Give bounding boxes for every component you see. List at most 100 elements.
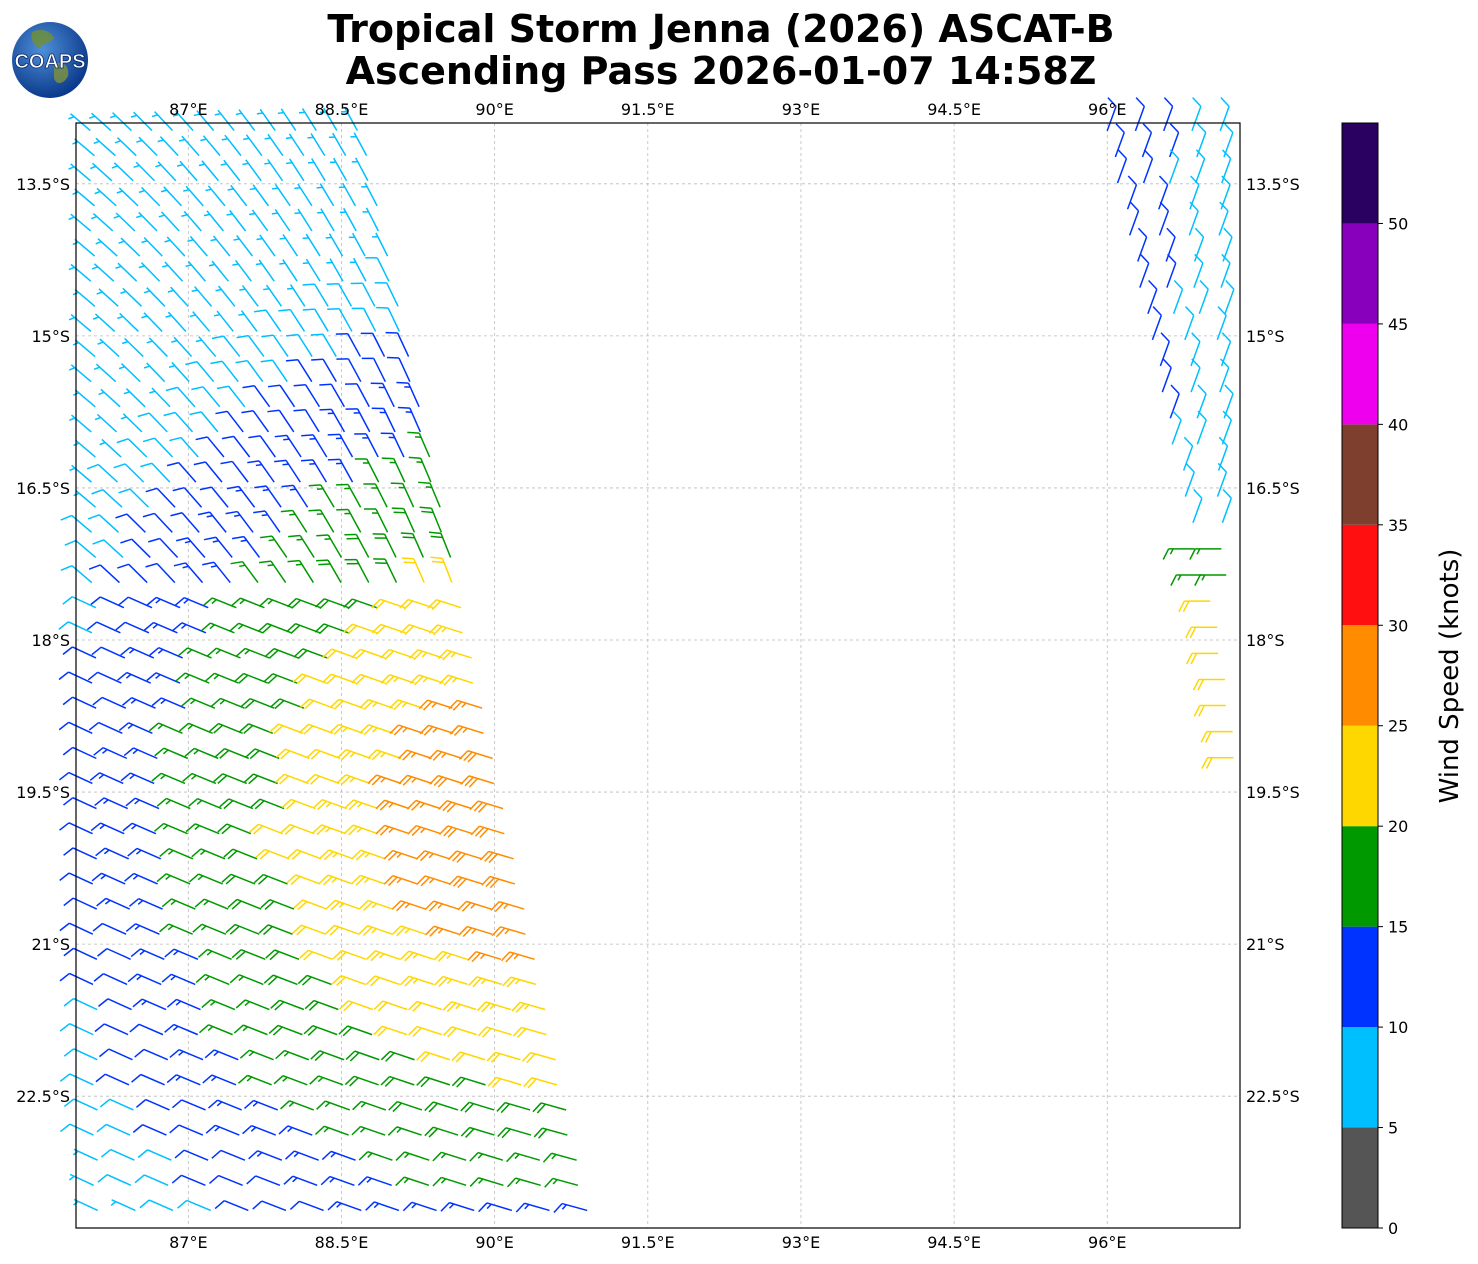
wind-barb [164, 1023, 199, 1036]
wind-barb [117, 671, 151, 684]
wind-barb [1221, 410, 1233, 445]
wind-barb [358, 1150, 393, 1161]
wind-barb [327, 433, 354, 458]
wind-barb [395, 1176, 430, 1187]
lon-tick-label-bottom: 88.5°E [315, 1233, 369, 1252]
wind-barb [93, 973, 128, 986]
wind-barb [146, 337, 168, 358]
wind-barb [235, 999, 270, 1011]
wind-barb [109, 112, 132, 132]
wind-barb [137, 412, 168, 433]
wind-barb [264, 647, 299, 659]
wind-barb [329, 723, 364, 735]
wind-barb [177, 647, 212, 659]
wind-barb [68, 113, 91, 132]
wind-barb [1139, 253, 1150, 288]
wind-barb [389, 724, 424, 736]
wind-barb [161, 898, 196, 910]
wind-barb [59, 922, 94, 935]
coaps-logo: COAPS [12, 22, 88, 98]
colorbar-tick-label: 5 [1388, 1119, 1398, 1138]
wind-barb [406, 799, 441, 811]
wind-barb [348, 232, 366, 257]
wind-barb [1159, 332, 1170, 367]
wind-barb [120, 772, 155, 785]
wind-barb [358, 924, 393, 937]
wind-barb [153, 822, 188, 835]
wind-barb [1128, 201, 1140, 236]
wind-barb [269, 723, 304, 735]
wind-barb [1114, 123, 1125, 158]
wind-barb [255, 848, 290, 860]
wind-barb [1168, 123, 1180, 158]
wind-barb [202, 561, 231, 584]
wind-barb [372, 533, 397, 558]
wind-barb [506, 1177, 541, 1188]
wind-barb [136, 211, 158, 232]
wind-barb [192, 923, 227, 935]
wind-barb [389, 699, 423, 711]
lat-tick-label-left: 18°S [31, 631, 70, 650]
wind-barb [199, 486, 229, 508]
colorbar-bin [1342, 725, 1378, 827]
wind-barb [469, 800, 504, 813]
wind-barb [59, 972, 94, 986]
wind-barb [244, 1099, 278, 1111]
wind-barb [94, 1023, 129, 1036]
wind-barb [127, 847, 162, 860]
wind-barb [312, 824, 347, 836]
wind-barb [98, 1048, 133, 1061]
wind-barb [363, 483, 388, 508]
wind-barb [308, 509, 335, 533]
wind-barb [1151, 306, 1163, 341]
wind-barb [416, 1076, 451, 1088]
wind-barb [1220, 253, 1231, 288]
wind-barb [163, 411, 194, 433]
wind-barb [204, 1049, 239, 1061]
wind-barb [88, 112, 112, 132]
wind-barb [257, 622, 292, 634]
wind-barb [118, 237, 141, 257]
wind-barb [63, 947, 98, 960]
wind-barb [327, 307, 353, 332]
wind-barb [232, 260, 252, 282]
lon-tick-label-top: 94.5°E [927, 100, 981, 119]
wind-barb [189, 411, 219, 433]
wind-barb [139, 1199, 174, 1212]
wind-barb [292, 673, 327, 685]
wind-barb [263, 673, 298, 684]
wind-barb [391, 925, 426, 937]
wind-barb [92, 922, 127, 935]
wind-barb [438, 800, 473, 813]
colorbar-bin [1342, 223, 1378, 324]
wind-barb [371, 623, 406, 635]
wind-barb [115, 621, 150, 634]
wind-barb [278, 1125, 313, 1136]
wind-barb [165, 386, 196, 408]
wind-barb [1193, 704, 1226, 717]
wind-barb [310, 1050, 345, 1062]
wind-barb [293, 899, 328, 911]
wind-barb [298, 108, 317, 131]
wind-barb [60, 1123, 94, 1136]
colorbar-bin [1342, 625, 1378, 726]
wind-barb [118, 722, 153, 734]
wind-barb [110, 1199, 136, 1212]
wind-barb [260, 899, 295, 910]
wind-barb [148, 537, 179, 558]
colorbar-bin [1342, 424, 1378, 525]
wind-barb [171, 1099, 206, 1111]
wind-barb [320, 1175, 355, 1187]
wind-barb [114, 137, 137, 157]
wind-barb [460, 1101, 495, 1113]
wind-barb [256, 108, 276, 131]
wind-barb [336, 748, 371, 761]
wind-barb [1218, 201, 1229, 236]
wind-barb [366, 950, 401, 962]
wind-barb [120, 646, 155, 659]
wind-barb [189, 311, 211, 332]
wind-barb [164, 948, 199, 960]
colorbar-bin [1342, 1127, 1378, 1228]
wind-barb [286, 158, 305, 182]
wind-barb [416, 1051, 451, 1063]
